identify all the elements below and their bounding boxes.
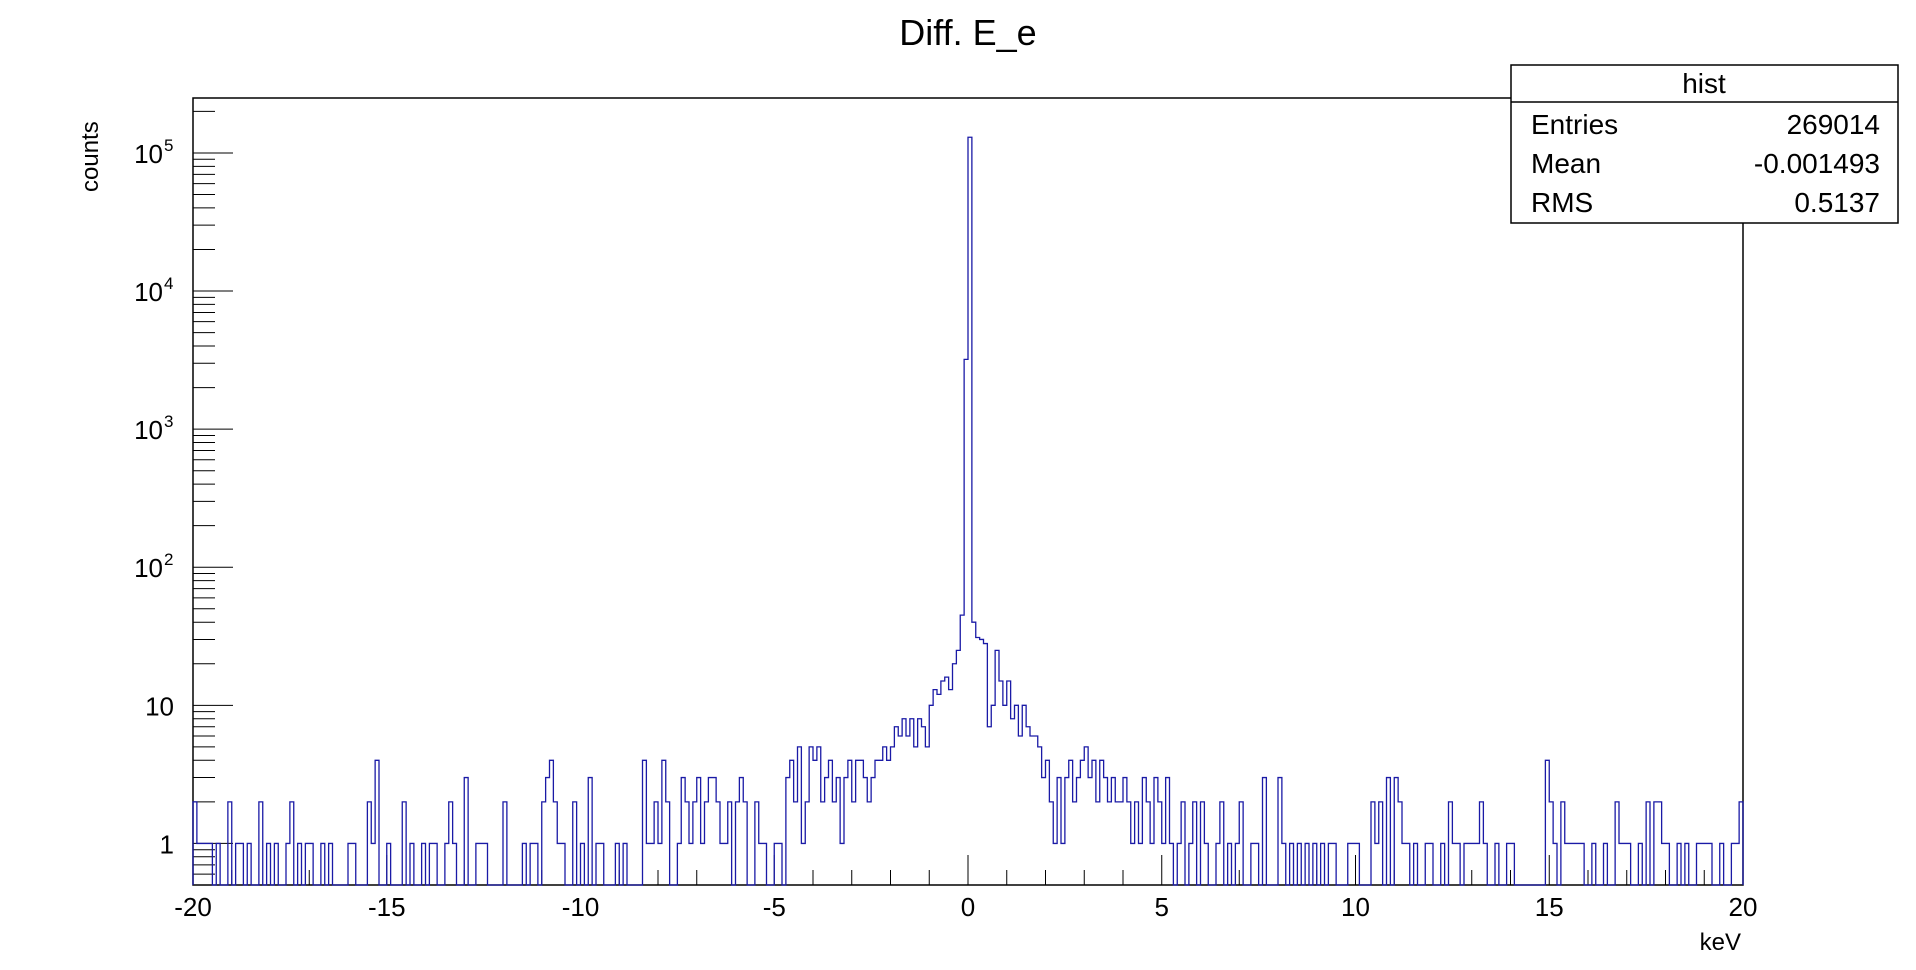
y-tick-exponent: 4 (164, 274, 173, 293)
chart-title: Diff. E_e (899, 12, 1036, 53)
histogram-line (192, 136, 1744, 886)
stats-box-frame (1510, 64, 1899, 224)
y-axis-label: counts (77, 121, 104, 192)
x-tick-label: 10 (1341, 892, 1370, 922)
stats-rms-value: 0.5137 (1794, 187, 1880, 218)
x-tick-label: 20 (1729, 892, 1758, 922)
stats-entries-label: Entries (1531, 109, 1618, 140)
y-tick-label: 10 (134, 277, 163, 307)
y-tick-label: 10 (134, 139, 163, 169)
x-tick-label: 5 (1155, 892, 1169, 922)
y-tick-label: 10 (134, 415, 163, 445)
histogram-series (192, 136, 1744, 886)
x-tick-label: -10 (562, 892, 600, 922)
x-tick-label: 15 (1535, 892, 1564, 922)
y-tick-exponent: 2 (164, 550, 173, 569)
x-tick-label: -15 (368, 892, 406, 922)
y-tick-exponent: 3 (164, 412, 173, 431)
x-axis-label: keV (1700, 929, 1741, 956)
y-tick-exponent: 5 (164, 136, 173, 155)
x-tick-label: -5 (763, 892, 786, 922)
x-tick-label: 0 (961, 892, 975, 922)
stats-entries-value: 269014 (1787, 109, 1880, 140)
stats-box-title: hist (1682, 68, 1726, 99)
x-axis-ticks: -20 -15 -10 -5 0 5 10 15 20 (174, 855, 1757, 922)
y-tick-label: 10 (145, 691, 174, 721)
stats-rms-label: RMS (1531, 187, 1593, 218)
x-tick-label: -20 (174, 892, 212, 922)
stats-mean-value: -0.001493 (1754, 148, 1880, 179)
stats-box: hist Entries 269014 Mean -0.001493 RMS 0… (1510, 64, 1899, 224)
stats-mean-label: Mean (1531, 148, 1601, 179)
y-tick-label: 10 (134, 553, 163, 583)
y-tick-label: 1 (160, 829, 174, 859)
